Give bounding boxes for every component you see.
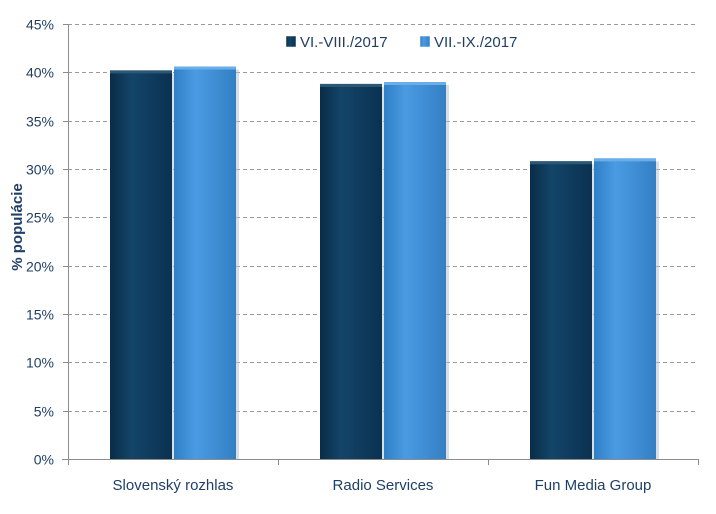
y-tick-label: 35% [26,114,54,130]
y-tick-label: 30% [26,162,54,178]
x-category-labels: Slovenský rozhlas Radio Services Fun Media… [113,477,652,494]
y-tick-label: 40% [26,65,54,81]
bar [384,82,446,459]
bar-top-highlight [320,83,382,87]
y-tick-label: 15% [26,307,54,323]
legend-swatch [285,35,297,48]
x-category-label: Slovenský rozhlas [113,477,234,494]
x-category-label: Radio Services [333,477,434,494]
bar-top-highlight [594,158,656,162]
y-tick-label: 25% [26,210,54,226]
y-tick-label: 0% [34,452,54,468]
y-tick-label: 20% [26,259,54,275]
bars [110,66,659,460]
bar [594,158,656,459]
bar [530,161,592,459]
y-axis-title: % populácie [9,183,26,271]
bar [174,66,236,460]
legend: VI.-VIII./2017 VII.-IX./2017 [285,34,517,51]
bar-top-highlight [530,161,592,165]
legend-swatch [419,35,431,48]
bar [320,83,382,459]
legend-label: VII.-IX./2017 [434,34,517,51]
axes [62,24,699,465]
bar-top-highlight [174,66,236,70]
bar-top-highlight [110,70,172,74]
y-tick-label: 10% [26,355,54,371]
bar-top-highlight [384,82,446,85]
y-tick-labels: 0% 5% 10% 15% 20% 25% 30% 35% 40% 45% [26,17,54,468]
y-tick-label: 5% [34,404,54,420]
x-category-label: Fun Media Group [535,477,652,494]
bar [110,70,172,460]
legend-label: VI.-VIII./2017 [300,34,388,51]
y-tick-label: 45% [26,17,54,33]
